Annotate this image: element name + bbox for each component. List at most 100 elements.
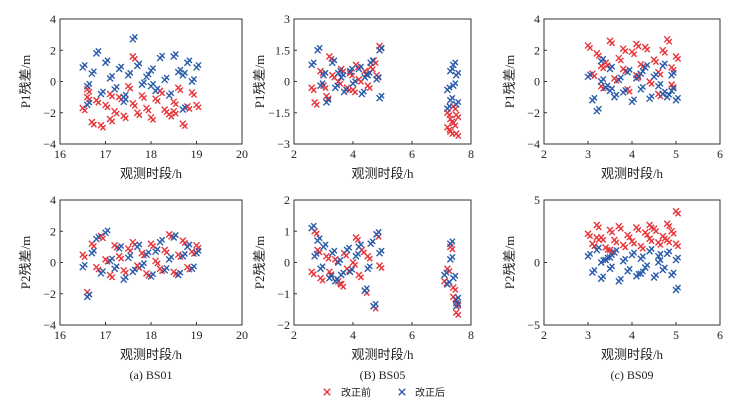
- x-tick-label: 6: [409, 147, 415, 161]
- data-point-after: [674, 284, 682, 291]
- data-point-after: [118, 63, 125, 70]
- data-point-after: [108, 72, 116, 80]
- data-point-after: [118, 242, 125, 250]
- x-axis-label: 观测时段/h: [351, 166, 414, 181]
- data-point-before: [635, 226, 642, 233]
- y-tick-label: −2: [43, 287, 56, 301]
- data-point-after: [159, 236, 166, 243]
- data-point-after: [149, 80, 157, 87]
- data-point-before: [136, 112, 143, 119]
- data-point-after: [586, 250, 594, 257]
- data-point-after: [443, 269, 450, 276]
- x-tick-label: 5: [673, 147, 679, 161]
- data-point-before: [639, 245, 646, 252]
- data-point-after: [600, 257, 607, 264]
- data-point-before: [181, 239, 188, 247]
- y-tick-label: −2: [527, 106, 540, 120]
- data-point-after: [639, 83, 646, 91]
- data-point-after: [122, 274, 129, 281]
- data-point-before: [310, 87, 317, 94]
- data-point-before: [674, 210, 682, 217]
- data-point-after: [127, 252, 134, 259]
- data-point-before: [648, 238, 655, 245]
- y-axis-label: P2残差/m: [252, 236, 267, 289]
- data-point-before: [670, 83, 677, 91]
- data-point-after: [351, 78, 359, 85]
- data-point-after: [455, 294, 462, 301]
- data-point-after: [190, 263, 198, 270]
- data-point-after: [670, 85, 677, 92]
- data-point-before: [626, 234, 633, 241]
- data-point-after: [181, 104, 188, 111]
- data-point-after: [617, 275, 624, 282]
- data-point-after: [337, 67, 344, 74]
- data-point-after: [626, 66, 633, 73]
- panel-BS01-P2: 16 17 18 19 20 −4 −2 0 2 4 观测时段/h P2残差/m (a) BS01: [18, 193, 248, 382]
- data-point-before: [172, 110, 179, 117]
- data-point-after: [168, 90, 175, 97]
- data-point-before: [90, 121, 97, 128]
- data-point-after: [122, 91, 129, 98]
- x-axis-label: 观测时段/h: [120, 166, 183, 181]
- data-point-before: [644, 46, 651, 53]
- x-tick-label: 8: [468, 147, 474, 161]
- data-point-before: [591, 72, 598, 80]
- x-tick-label: 16: [54, 147, 66, 161]
- data-point-after: [378, 44, 385, 51]
- x-tick-label: 6: [717, 328, 723, 342]
- data-point-before: [630, 51, 638, 58]
- data-point-after: [337, 257, 344, 264]
- x-axis-label: 观测时段/h: [601, 166, 664, 181]
- data-point-after: [186, 57, 193, 64]
- data-point-after: [657, 257, 664, 264]
- panel-BS05-P2: 2 4 6 8 −2 −1 0 1 2 观测时段/h P2残差/m (B) BS05: [252, 193, 474, 382]
- data-point-after: [449, 94, 456, 101]
- data-point-after: [131, 33, 138, 41]
- data-point-after: [113, 263, 120, 270]
- y-tick-label: 0: [284, 75, 290, 89]
- data-point-before: [595, 236, 602, 243]
- data-point-before: [635, 43, 642, 50]
- data-point-before: [108, 274, 116, 281]
- data-point-after: [452, 272, 459, 279]
- panel-BS09-P2: 2 3 4 5 6 −5 0 5 观测时段/h P2残差/m (c) BS09: [502, 193, 723, 382]
- data-point-after: [354, 250, 362, 257]
- data-point-after: [149, 65, 157, 72]
- data-point-before: [186, 105, 193, 112]
- x-tick-label: 17: [100, 147, 112, 161]
- data-point-after: [626, 265, 633, 272]
- data-point-after: [613, 91, 620, 98]
- data-point-after: [639, 268, 646, 275]
- data-point-before: [348, 72, 356, 79]
- data-point-before: [586, 44, 594, 52]
- data-point-after: [186, 241, 193, 248]
- data-point-after: [95, 47, 102, 55]
- data-point-after: [363, 71, 370, 79]
- panel-BS05-P1: 2 4 6 8 −3 −1.5 0 1.5 3 观测时段/h P1残差/m: [252, 12, 474, 181]
- data-point-before: [90, 243, 97, 250]
- data-point-before: [190, 91, 198, 98]
- data-point-after: [604, 82, 611, 89]
- data-point-before: [154, 97, 161, 105]
- data-point-after: [322, 69, 329, 76]
- data-point-before: [325, 255, 332, 262]
- data-point-before: [322, 84, 329, 92]
- data-point-before: [177, 87, 184, 94]
- data-point-after: [652, 71, 660, 78]
- legend-label-before: 改正前: [341, 386, 371, 399]
- data-point-before: [452, 286, 459, 293]
- data-point-before: [163, 249, 170, 256]
- data-point-after: [154, 246, 161, 253]
- data-point-before: [666, 223, 673, 230]
- data-point-after: [600, 76, 607, 83]
- data-point-after: [95, 233, 102, 240]
- data-point-after: [591, 267, 598, 274]
- y-tick-label: −3: [277, 137, 290, 151]
- data-point-after: [670, 269, 677, 276]
- panel-caption: (B) BS05: [360, 368, 406, 382]
- y-tick-label: 1.5: [275, 43, 290, 57]
- y-axis-label: P1残差/m: [502, 55, 517, 108]
- y-axis-label: P2残差/m: [18, 236, 33, 289]
- data-point-after: [452, 80, 459, 87]
- y-tick-label: 2: [50, 224, 56, 238]
